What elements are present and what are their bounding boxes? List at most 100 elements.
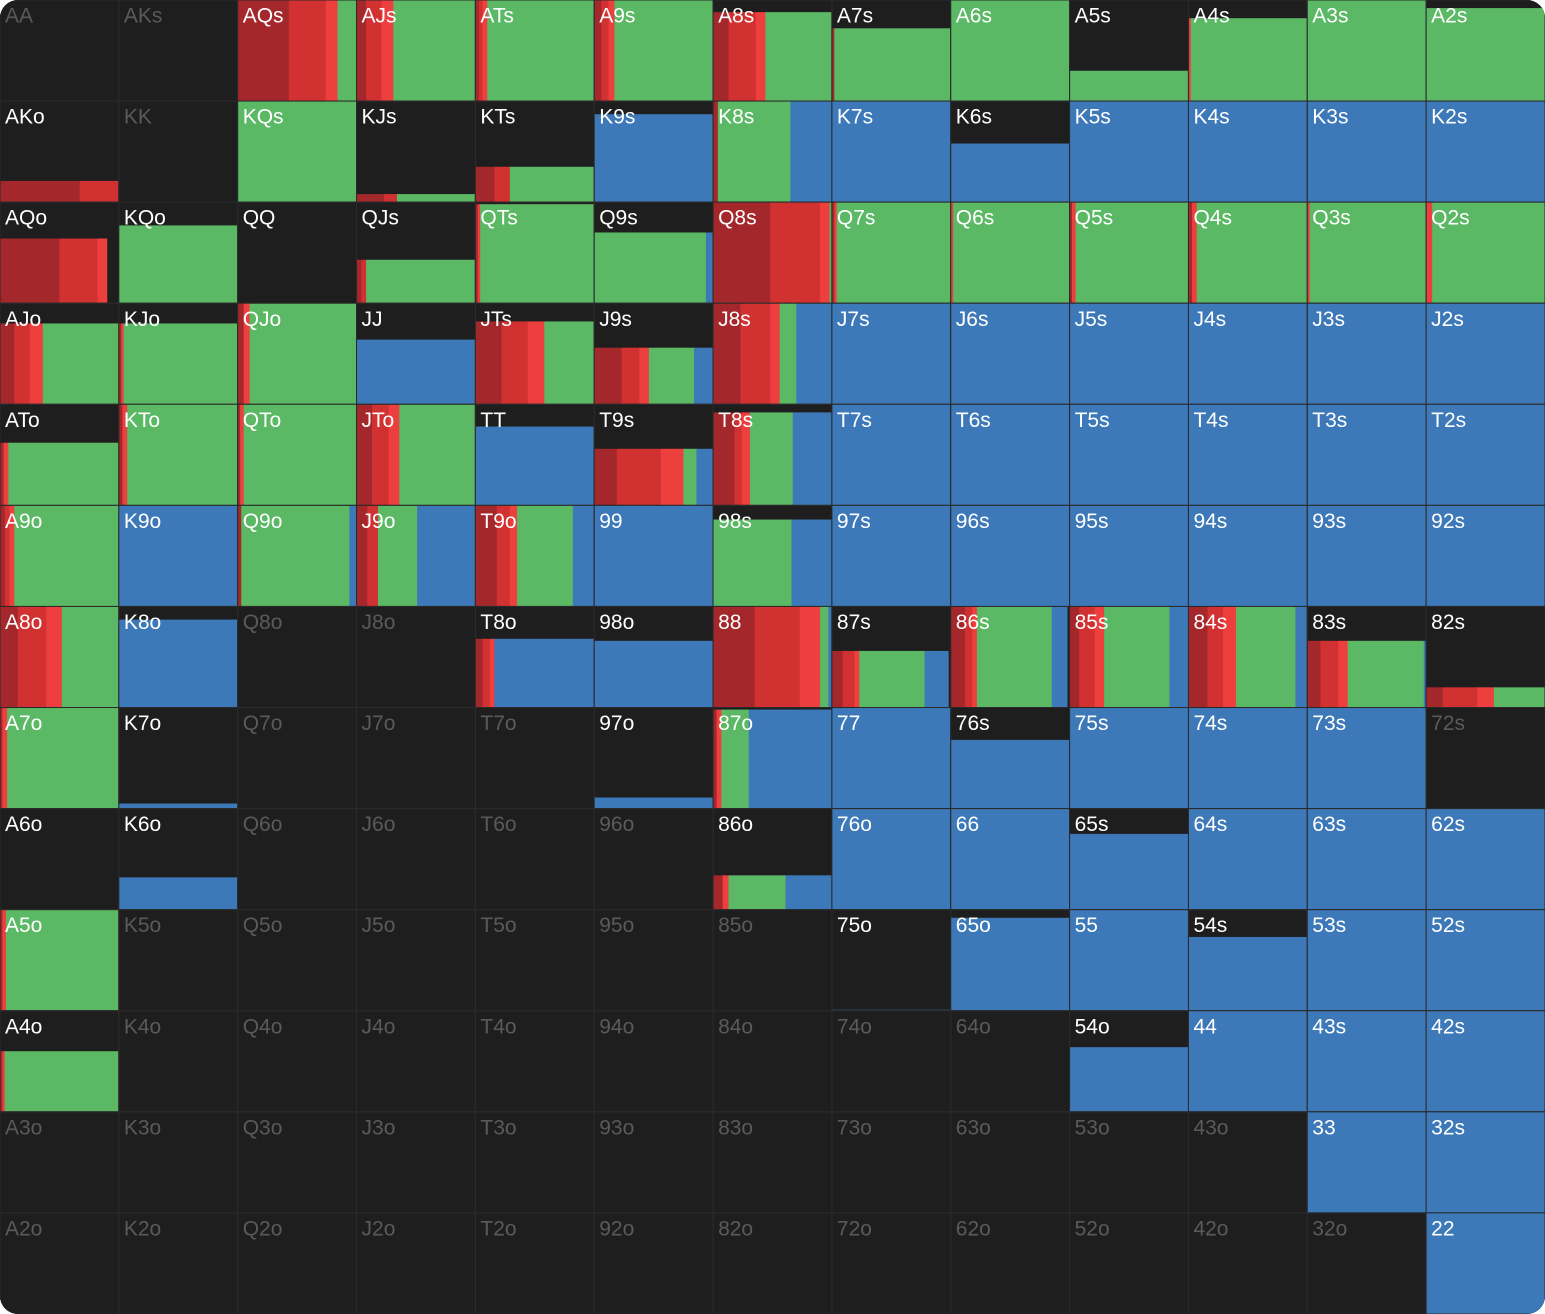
hand-cell[interactable]: 72o [831, 1212, 952, 1314]
hand-cell[interactable]: 77 [831, 707, 952, 810]
hand-cell[interactable]: K5o [118, 909, 239, 1012]
hand-cell[interactable]: QTs [474, 201, 595, 304]
hand-cell[interactable]: 64o [950, 1010, 1071, 1113]
hand-cell[interactable]: 52o [1069, 1212, 1189, 1314]
hand-cell[interactable]: K2s [1425, 100, 1545, 203]
hand-cell[interactable]: KJo [118, 302, 239, 405]
hand-cell[interactable]: 53s [1306, 909, 1427, 1012]
hand-cell[interactable]: 32o [1306, 1212, 1427, 1314]
hand-cell[interactable]: 22 [1425, 1212, 1545, 1314]
hand-cell[interactable]: 76s [950, 707, 1071, 810]
hand-cell[interactable]: QJs [356, 201, 476, 304]
hand-cell[interactable]: 43s [1306, 1010, 1427, 1113]
hand-cell[interactable]: K5s [1069, 100, 1189, 203]
hand-cell[interactable]: JTs [474, 302, 595, 405]
hand-cell[interactable]: 63o [950, 1111, 1071, 1214]
hand-cell[interactable]: 97s [831, 504, 952, 607]
hand-cell[interactable]: 32s [1425, 1111, 1545, 1214]
hand-cell[interactable]: 85s [1069, 605, 1189, 709]
hand-cell[interactable]: A3s [1306, 0, 1427, 102]
hand-cell[interactable]: AQo [0, 201, 120, 304]
hand-cell[interactable]: K6o [118, 808, 239, 911]
hand-cell[interactable]: 86s [950, 605, 1071, 709]
hand-cell[interactable]: A9o [0, 504, 120, 607]
hand-cell[interactable]: 54o [1069, 1010, 1189, 1113]
hand-cell[interactable]: 54s [1187, 909, 1308, 1012]
hand-cell[interactable]: 94o [593, 1010, 714, 1113]
hand-cell[interactable]: Q3o [237, 1111, 358, 1214]
hand-cell[interactable]: 84o [712, 1010, 833, 1113]
hand-cell[interactable]: A8s [712, 0, 833, 102]
hand-cell[interactable]: K9s [593, 100, 714, 203]
hand-cell[interactable]: 94s [1187, 504, 1308, 607]
hand-cell[interactable]: 75s [1069, 707, 1189, 810]
hand-cell[interactable]: J6s [950, 302, 1071, 405]
hand-cell[interactable]: AQs [237, 0, 358, 102]
hand-cell[interactable]: 82s [1425, 605, 1545, 709]
hand-cell[interactable]: 98o [593, 605, 714, 709]
hand-cell[interactable]: Q8s [712, 201, 833, 304]
hand-cell[interactable]: 99 [593, 504, 714, 607]
hand-cell[interactable]: 66 [950, 808, 1071, 911]
hand-cell[interactable]: J2o [356, 1212, 476, 1314]
hand-cell[interactable]: Q6o [237, 808, 358, 911]
hand-cell[interactable]: A3o [0, 1111, 120, 1214]
hand-cell[interactable]: A7s [831, 0, 952, 102]
hand-cell[interactable]: AJs [356, 0, 476, 102]
hand-cell[interactable]: A4o [0, 1010, 120, 1113]
hand-cell[interactable]: 98s [712, 504, 833, 607]
hand-cell[interactable]: T7s [831, 403, 952, 506]
hand-cell[interactable]: ATs [474, 0, 595, 102]
hand-cell[interactable]: 95o [593, 909, 714, 1012]
hand-cell[interactable]: AKo [0, 100, 120, 203]
hand-cell[interactable]: J3o [356, 1111, 476, 1214]
hand-cell[interactable]: 85o [712, 909, 833, 1012]
hand-cell[interactable]: Q7s [831, 201, 952, 304]
hand-cell[interactable]: KQo [118, 201, 239, 304]
hand-cell[interactable]: 97o [593, 707, 714, 810]
hand-cell[interactable]: 93s [1306, 504, 1427, 607]
hand-cell[interactable]: J4o [356, 1010, 476, 1113]
hand-cell[interactable]: 65o [950, 909, 1071, 1012]
hand-cell[interactable]: 82o [712, 1212, 833, 1314]
hand-cell[interactable]: T2s [1425, 403, 1545, 506]
hand-cell[interactable]: K2o [118, 1212, 239, 1314]
hand-cell[interactable]: J5o [356, 909, 476, 1012]
hand-cell[interactable]: A5o [0, 909, 120, 1012]
hand-cell[interactable]: ATo [0, 403, 120, 506]
hand-cell[interactable]: JJ [356, 302, 476, 405]
hand-cell[interactable]: J9o [356, 504, 476, 607]
hand-cell[interactable]: K7s [831, 100, 952, 203]
hand-cell[interactable]: 52s [1425, 909, 1545, 1012]
hand-cell[interactable]: 92o [593, 1212, 714, 1314]
hand-cell[interactable]: J8s [712, 302, 833, 405]
hand-cell[interactable]: J7o [356, 707, 476, 810]
hand-cell[interactable]: 87s [831, 605, 952, 709]
hand-cell[interactable]: AJo [0, 302, 120, 405]
hand-cell[interactable]: 42o [1187, 1212, 1308, 1314]
hand-cell[interactable]: J9s [593, 302, 714, 405]
hand-cell[interactable]: Q8o [237, 605, 358, 709]
hand-cell[interactable]: 33 [1306, 1111, 1427, 1214]
hand-cell[interactable]: T4s [1187, 403, 1308, 506]
hand-cell[interactable]: T8s [712, 403, 833, 506]
hand-cell[interactable]: QQ [237, 201, 358, 304]
hand-cell[interactable]: T4o [474, 1010, 595, 1113]
hand-cell[interactable]: 96o [593, 808, 714, 911]
hand-cell[interactable]: 53o [1069, 1111, 1189, 1214]
hand-cell[interactable]: J6o [356, 808, 476, 911]
hand-cell[interactable]: 74s [1187, 707, 1308, 810]
hand-cell[interactable]: K8s [712, 100, 833, 203]
hand-cell[interactable]: T7o [474, 707, 595, 810]
hand-cell[interactable]: Q4o [237, 1010, 358, 1113]
hand-cell[interactable]: A6o [0, 808, 120, 911]
hand-cell[interactable]: T9o [474, 504, 595, 607]
hand-cell[interactable]: Q5o [237, 909, 358, 1012]
hand-cell[interactable]: 92s [1425, 504, 1545, 607]
hand-cell[interactable]: Q7o [237, 707, 358, 810]
hand-cell[interactable]: A8o [0, 605, 120, 709]
hand-cell[interactable]: 86o [712, 808, 833, 911]
hand-cell[interactable]: KTo [118, 403, 239, 506]
hand-cell[interactable]: 62o [950, 1212, 1071, 1314]
hand-cell[interactable]: T6o [474, 808, 595, 911]
